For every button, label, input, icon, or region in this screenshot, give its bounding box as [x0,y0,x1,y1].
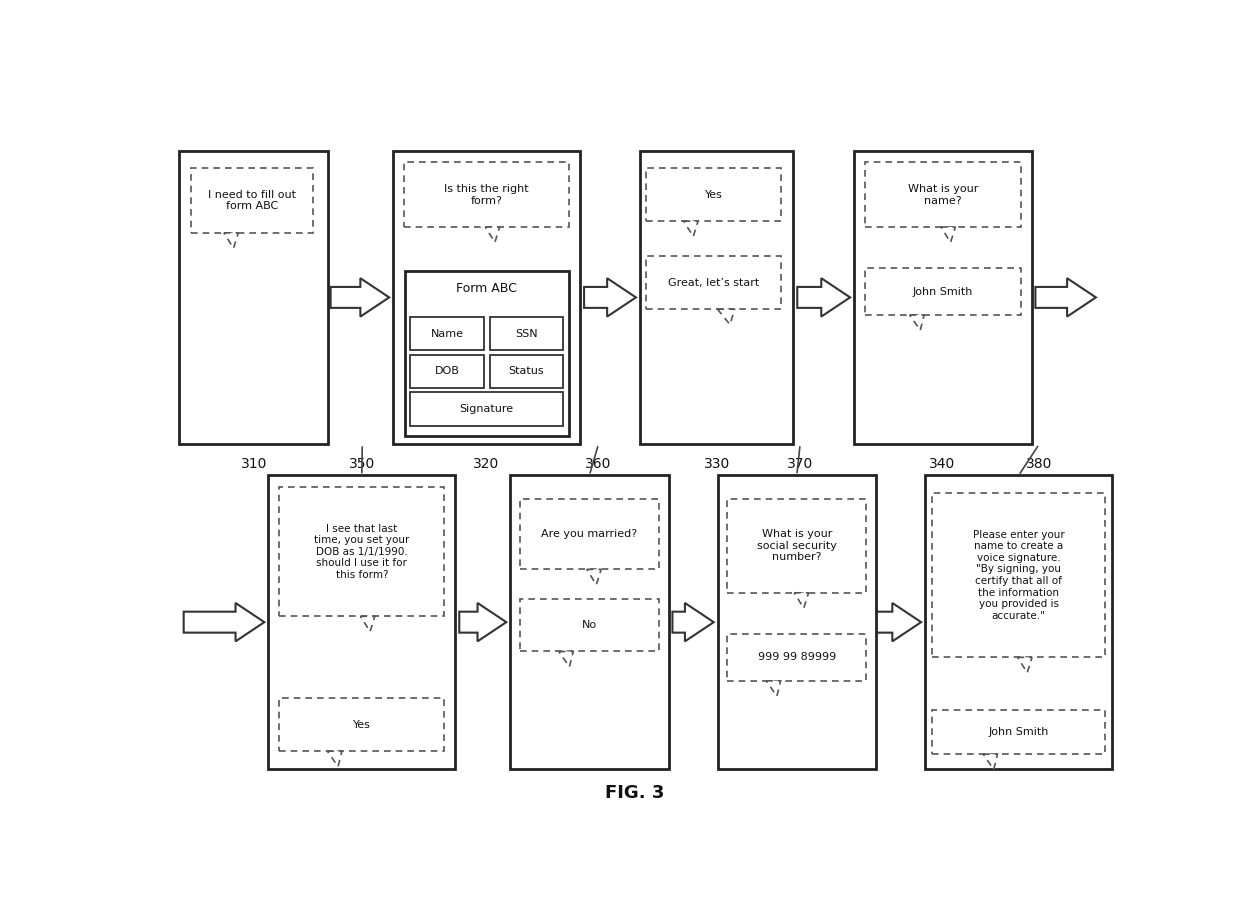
Bar [646,169,781,221]
Bar [639,151,793,444]
Text: No: No [582,620,597,630]
Text: Status: Status [508,366,544,376]
Bar [410,355,483,388]
Text: I need to fill out
form ABC: I need to fill out form ABC [208,190,296,211]
Polygon shape [794,593,809,609]
Bar [519,599,659,651]
Text: Are you married?: Are you married? [541,529,637,539]
FancyArrow shape [797,278,850,317]
Bar [489,355,563,388]
Polygon shape [587,570,601,585]
Bar [280,698,445,751]
Bar [410,317,483,350]
Bar [646,257,781,309]
Text: 360: 360 [585,456,612,471]
Text: FIG. 3: FIG. 3 [606,785,664,803]
Polygon shape [909,315,924,330]
Text: John Smith: John Smith [913,287,973,297]
Bar [933,493,1105,658]
Polygon shape [940,227,955,242]
Bar [933,710,1105,754]
Bar [865,162,1021,227]
Bar [404,162,569,227]
Bar [926,475,1113,769]
Text: 380: 380 [1026,456,1052,471]
Polygon shape [486,227,499,242]
Text: John Smith: John Smith [989,727,1048,737]
Text: 370: 370 [787,456,813,471]
FancyArrow shape [584,278,636,317]
FancyArrow shape [673,603,714,641]
Text: 330: 330 [704,456,730,471]
Text: 999 99 89999: 999 99 89999 [758,652,836,662]
Polygon shape [1017,658,1032,673]
Bar [268,475,456,769]
Bar [404,271,569,435]
Text: What is your
name?: What is your name? [907,184,978,206]
Polygon shape [224,233,238,249]
Text: DOB: DOB [435,366,460,376]
Polygon shape [327,751,342,766]
Polygon shape [717,309,735,325]
Bar [178,151,327,444]
Text: Please enter your
name to create a
voice signature.
"By signing, you
certify tha: Please enter your name to create a voice… [973,530,1064,620]
Text: Yes: Yes [705,190,722,200]
Bar [717,475,876,769]
Text: Form ABC: Form ABC [456,282,517,296]
Bar [854,151,1032,444]
FancyArrow shape [1036,278,1097,317]
Text: Yes: Yes [353,720,370,730]
Text: Signature: Signature [460,404,514,414]
FancyArrow shape [183,603,264,641]
Polygon shape [684,221,698,237]
Text: What is your
social security
number?: What is your social security number? [757,530,836,562]
Text: I see that last
time, you set your
DOB as 1/1/1990.
should I use it for
this for: I see that last time, you set your DOB a… [315,523,410,580]
Text: 310: 310 [240,456,266,471]
FancyArrow shape [876,603,921,641]
Bar [410,392,563,425]
Polygon shape [361,616,375,631]
Bar [727,634,866,681]
Bar [280,487,445,616]
FancyArrow shape [331,278,389,317]
Text: Name: Name [430,328,463,338]
Polygon shape [766,681,781,697]
Text: Is this the right
form?: Is this the right form? [445,184,529,206]
Polygon shape [559,651,574,667]
Text: 340: 340 [929,456,955,471]
Bar [510,475,669,769]
Text: SSN: SSN [515,328,538,338]
Bar [489,317,563,350]
Polygon shape [984,754,997,769]
Bar [393,151,580,444]
Text: Great, let’s start: Great, let’s start [668,278,760,288]
Text: 350: 350 [349,456,375,471]
FancyArrow shape [460,603,507,641]
Bar [865,268,1021,315]
Bar [191,169,312,233]
Text: 320: 320 [473,456,499,471]
Bar [519,499,659,570]
Bar [727,499,866,593]
